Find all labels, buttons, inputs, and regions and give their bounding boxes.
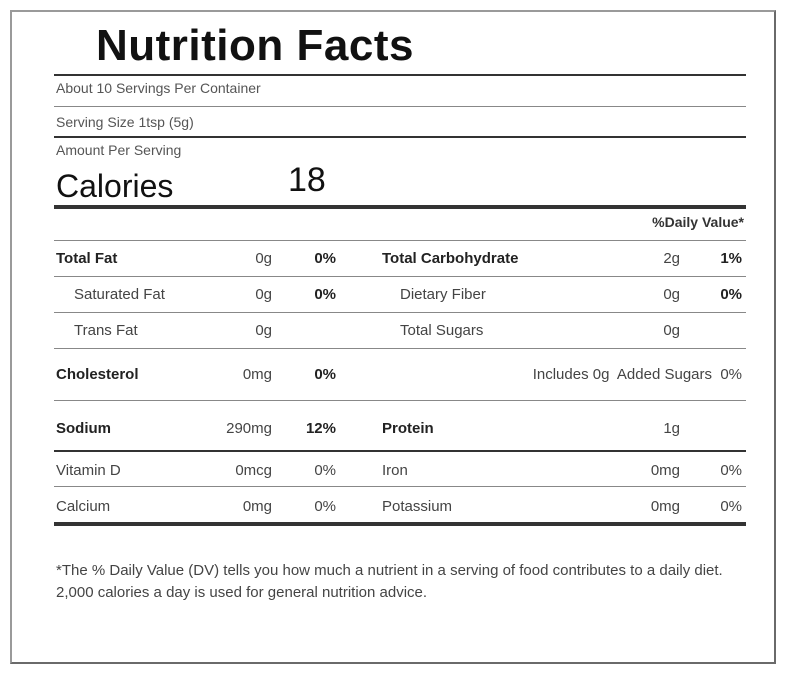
nutrient-dv: 0%	[720, 498, 742, 515]
nutrient-amount: 0g	[663, 322, 680, 339]
label-title: Nutrition Facts	[96, 21, 414, 70]
nutrient-name: Vitamin D	[56, 462, 121, 479]
nutrient-name: Protein	[382, 420, 434, 437]
nutrient-name: Potassium	[382, 498, 453, 515]
footnote: *The % Daily Value (DV) tells you how mu…	[56, 562, 723, 601]
nutrient-amount: 0mcg	[235, 462, 272, 479]
nutrient-dv: 0%	[314, 366, 336, 383]
nutrient-amount: 0g	[255, 250, 272, 267]
nutrient-dv: 0%	[314, 286, 336, 303]
title-rule	[54, 74, 746, 76]
calories-value: 18	[288, 161, 326, 199]
servings-per-container: About 10 Servings Per Container	[56, 80, 261, 96]
row-divider	[54, 312, 746, 313]
serving-size: Serving Size 1tsp (5g)	[56, 114, 194, 130]
nutrient-name: Total Carbohydrate	[382, 250, 519, 267]
nutrient-amount: 0mg	[650, 462, 680, 479]
calories-rule	[54, 205, 746, 209]
nutrient-amount: 0mg	[650, 498, 680, 515]
nutrient-dv: 1%	[720, 250, 742, 267]
row-divider	[54, 276, 746, 277]
nutrient-name: Trans Fat	[74, 322, 138, 339]
nutrient-amount: 2g	[663, 250, 680, 267]
nutrient-name: Dietary Fiber	[400, 286, 486, 303]
nutrient-dv: 0%	[720, 366, 742, 383]
serving-size-rule	[54, 136, 746, 138]
calories-label: Calories	[56, 168, 174, 204]
nutrient-name: Cholesterol	[56, 366, 139, 383]
nutrient-name: Total Sugars	[400, 322, 484, 339]
nutrient-dv: 0%	[314, 462, 336, 479]
nutrient-dv: 0%	[720, 462, 742, 479]
nutrient-name: Iron	[382, 462, 408, 479]
nutrient-amount: 1g	[663, 420, 680, 437]
row-divider	[54, 450, 746, 452]
amount-per-serving: Amount Per Serving	[56, 142, 182, 158]
nutrient-amount: 0mg	[242, 366, 272, 383]
row-divider	[54, 486, 746, 487]
daily-value-header: %Daily Value*	[652, 214, 744, 230]
nutrient-dv: 0%	[314, 250, 336, 267]
nutrient-dv: 0%	[720, 286, 742, 303]
nutrient-name: Sodium	[56, 420, 111, 437]
nutrient-name: Total Fat	[56, 250, 118, 267]
nutrient-amount: 290mg	[226, 420, 272, 437]
added-sugars-text: Includes 0g Added Sugars	[532, 366, 712, 383]
row-divider	[54, 348, 746, 349]
nutrient-name: Saturated Fat	[74, 286, 165, 303]
nutrient-dv: 0%	[314, 498, 336, 515]
nutrient-amount: 0g	[255, 322, 272, 339]
nutrition-label	[10, 10, 776, 664]
row-divider	[54, 400, 746, 401]
servings-rule	[54, 106, 746, 107]
nutrient-amount: 0mg	[242, 498, 272, 515]
dv-header-rule	[54, 240, 746, 241]
nutrient-amount: 0g	[255, 286, 272, 303]
nutrient-name: Calcium	[56, 498, 111, 515]
nutrient-dv: 12%	[305, 420, 336, 437]
bottom-rule	[54, 522, 746, 526]
nutrient-amount: 0g	[663, 286, 680, 303]
